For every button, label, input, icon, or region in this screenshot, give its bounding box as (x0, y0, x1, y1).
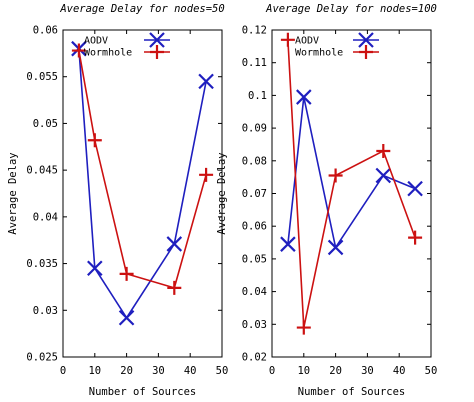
data-point-wormhole (328, 168, 343, 183)
y-axis-label: Average Delay (7, 152, 19, 234)
data-point-wormhole (408, 230, 423, 245)
y-tick-label: 0.025 (26, 352, 58, 364)
y-tick-label: 0.045 (26, 165, 58, 177)
chart-panel-nodes-100: Average Delay for nodes=100 0 10 20 30 40 50 0.… (216, 3, 437, 398)
data-point-wormhole (376, 143, 391, 158)
x-axis-label: Number of Sources (89, 386, 196, 398)
x-tick-label: 20 (120, 365, 133, 377)
y-tick-label: 0.12 (242, 25, 267, 37)
data-point-aodv (198, 73, 214, 90)
data-point-aodv (407, 180, 423, 197)
x-tick-label: 40 (184, 365, 197, 377)
data-point-wormhole (167, 280, 182, 295)
x-tick-label: 50 (216, 365, 229, 377)
data-point-aodv (375, 167, 392, 184)
y-tick-label: 0.03 (33, 305, 58, 317)
y-tick-label: 0.07 (242, 188, 267, 200)
y-tick-label: 0.11 (242, 57, 267, 69)
plot-frame (62, 29, 223, 358)
legend-marker-wormhole (359, 45, 373, 59)
x-tick-label: 0 (269, 365, 275, 377)
y-tick-label: 0.08 (242, 155, 267, 167)
x-tick-label: 0 (60, 365, 66, 377)
data-point-wormhole (71, 43, 86, 58)
data-point-aodv (166, 236, 183, 252)
y-tick-label: 0.04 (33, 211, 58, 223)
x-axis-label: Number of Sources (298, 386, 405, 398)
legend-label-wormhole: Wormhole (295, 48, 343, 59)
y-tick-label: 0.055 (26, 71, 58, 83)
legend-marker-wormhole (150, 45, 164, 59)
y-tick-label: 0.09 (242, 123, 267, 135)
x-tick-label: 10 (88, 365, 101, 377)
chart-panel-nodes-50: Average Delay for nodes=50 0 10 20 30 40 50 0.0… (7, 3, 228, 398)
y-tick-label: 0.06 (33, 25, 58, 37)
legend-marker-aodv (358, 32, 374, 48)
chart-title: Average Delay for nodes=50 (59, 3, 224, 15)
data-point-wormhole (119, 266, 134, 281)
x-tick-label: 30 (152, 365, 165, 377)
x-tick-label: 30 (361, 365, 374, 377)
legend-marker-aodv (149, 32, 165, 48)
data-point-aodv (327, 239, 344, 256)
data-point-wormhole (87, 133, 102, 148)
x-tick-label: 40 (393, 365, 406, 377)
y-tick-label: 0.05 (33, 118, 58, 130)
chart-title: Average Delay for nodes=100 (265, 3, 437, 15)
data-point-aodv (118, 309, 135, 326)
data-point-aodv (296, 89, 312, 105)
x-tick-label: 20 (329, 365, 342, 377)
legend-label-aodv: AODV (84, 36, 108, 47)
data-point-aodv (87, 260, 103, 277)
x-tick-label: 10 (297, 365, 310, 377)
y-tick-label: 0.1 (248, 90, 267, 102)
legend-label-wormhole: Wormhole (84, 48, 132, 59)
data-point-aodv (280, 236, 296, 252)
legend-label-aodv: AODV (295, 36, 319, 47)
y-tick-label: 0.05 (242, 253, 267, 265)
data-point-wormhole (280, 32, 295, 47)
y-tick-label: 0.02 (242, 352, 267, 364)
data-point-wormhole (296, 320, 311, 335)
x-tick-label: 50 (425, 365, 438, 377)
y-tick-label: 0.035 (26, 258, 58, 270)
y-axis-label: Average Delay (216, 152, 228, 234)
y-tick-label: 0.03 (242, 319, 267, 331)
y-tick-label: 0.04 (242, 286, 267, 298)
y-tick-label: 0.06 (242, 221, 267, 233)
data-point-wormhole (199, 167, 214, 182)
